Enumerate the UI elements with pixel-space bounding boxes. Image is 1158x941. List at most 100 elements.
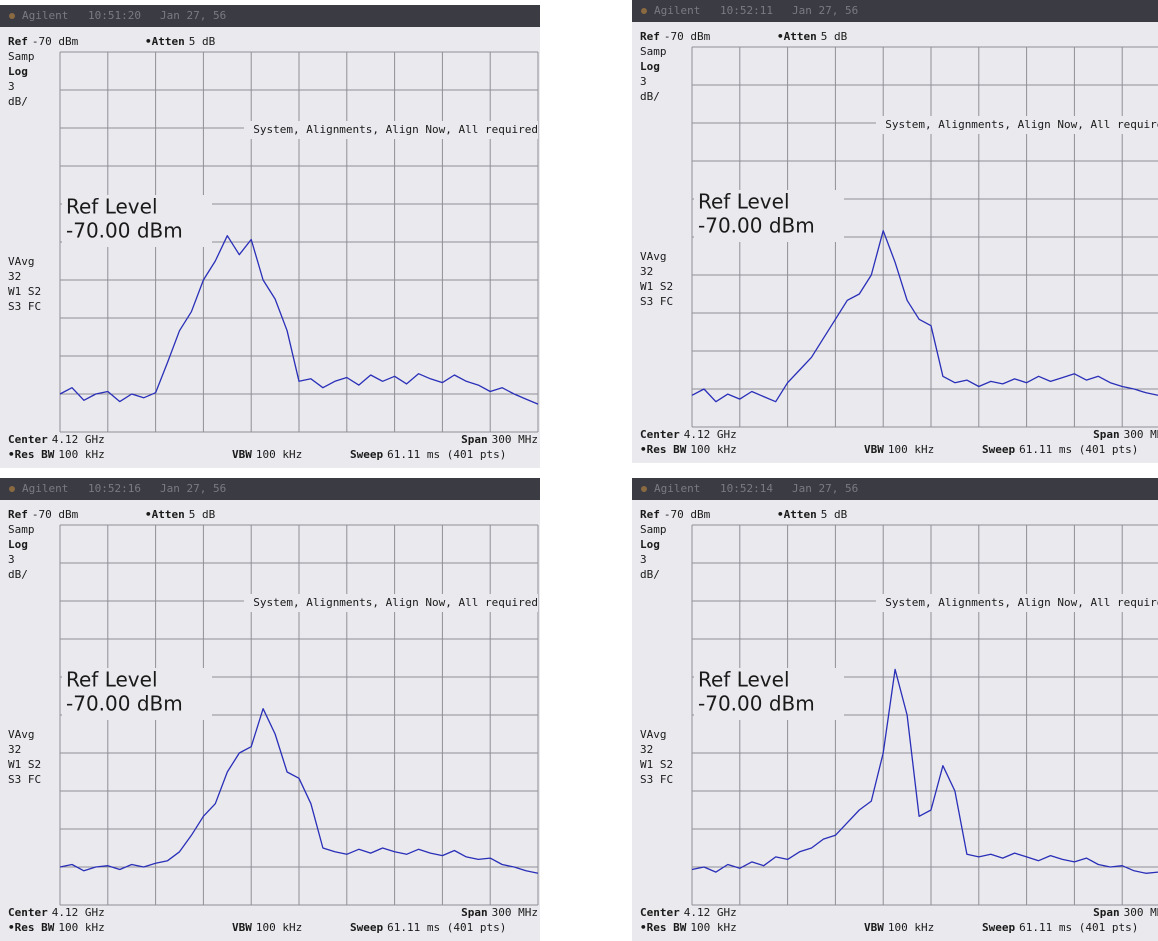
ref-label: Ref [640, 508, 660, 521]
header-bar [0, 478, 540, 500]
left-label: 3 [640, 75, 647, 88]
ref-level: Ref Level [66, 195, 158, 219]
center-label: Center [640, 428, 680, 441]
sweep: Sweep 61.11 ms (401 pts) [982, 921, 1138, 934]
ref-value: -70 dBm [32, 35, 79, 48]
header-bar [0, 5, 540, 27]
sweep-value: 61.11 ms (401 pts) [1019, 443, 1138, 456]
center-value: 4.12 GHz [52, 906, 105, 919]
ref: Ref-70 dBm [8, 508, 79, 521]
header-time: 10:51:20 [88, 9, 141, 22]
status-dot [9, 486, 15, 492]
span-value: 300 MHz [492, 906, 538, 919]
avg-label: S3 FC [8, 300, 41, 313]
center-label: Center [640, 906, 680, 919]
header-time: 10:52:11 [720, 4, 773, 17]
avg-label: W1 S2 [640, 280, 673, 293]
header-date: Jan 27, 56 [792, 4, 858, 17]
ref-level: -70.00 dBm [698, 692, 815, 716]
status-dot [641, 486, 647, 492]
left-label: Samp [8, 50, 35, 63]
atten-value: 5 dB [189, 35, 216, 48]
header-brand: Agilent [654, 482, 700, 495]
vbw-value: 100 kHz [256, 921, 302, 934]
header-date: Jan 27, 56 [160, 9, 226, 22]
atten: •Atten 5 dB [777, 508, 848, 521]
left-label: Log [640, 60, 660, 73]
res-bw-label: •Res BW [640, 921, 687, 934]
vbw: VBW 100 kHz [232, 921, 302, 934]
left-label: Samp [640, 45, 667, 58]
ref: Ref -70 dBm [640, 508, 711, 521]
message: System, Alignments, Align Now, All requi… [253, 596, 538, 609]
left-label: 3 [640, 553, 647, 566]
avg-label: S3 FC [640, 295, 673, 308]
res-bw-value: 100 kHz [690, 921, 736, 934]
left-label: dB/ [8, 95, 28, 108]
header-time: 10:52:16 [88, 482, 141, 495]
center-value: 4.12 GHz [52, 433, 105, 446]
analyzer-screen: Agilent10:51:20Jan 27, 56Ref-70 dBm•Atte… [0, 5, 540, 468]
avg-label: S3 FC [8, 773, 41, 786]
ref-label: Ref [640, 30, 660, 43]
sweep-value: 61.11 ms (401 pts) [387, 921, 506, 934]
ref: Ref-70 dBm [8, 35, 79, 48]
ref-level: -70.00 dBm [66, 219, 183, 243]
span-value: 300 MHz [1124, 428, 1158, 441]
ref: Ref-70 dBm [640, 30, 711, 43]
span: Span300 MHz [461, 433, 538, 446]
ref-level: Ref Level [698, 668, 790, 692]
sweep: Sweep 61.11 ms (401 pts) [982, 443, 1138, 456]
header-brand: Agilent [22, 482, 68, 495]
ref-label: Ref [8, 508, 28, 521]
vbw-value: 100 kHz [888, 921, 934, 934]
res-bw-label: •Res BW [8, 921, 55, 934]
status-dot [641, 8, 647, 14]
atten: •Atten 5 dB [145, 35, 216, 48]
sweep-value: 61.11 ms (401 pts) [1019, 921, 1138, 934]
sweep-label: Sweep [982, 921, 1015, 934]
avg-label: 32 [640, 265, 653, 278]
avg-label: VAvg [640, 728, 667, 741]
vbw-label: VBW [232, 448, 252, 461]
center-value: 4.12 GHz [684, 906, 737, 919]
span-value: 300 MHz [492, 433, 538, 446]
ref-level: Ref Level [698, 190, 790, 214]
res-bw-value: 100 kHz [58, 448, 104, 461]
avg-label: W1 S2 [8, 285, 41, 298]
sweep-label: Sweep [982, 443, 1015, 456]
span-label: Span [461, 906, 488, 919]
sweep-label: Sweep [350, 448, 383, 461]
avg-label: 32 [640, 743, 653, 756]
atten-value: 5 dB [821, 508, 848, 521]
ref-value: -70 dBm [664, 508, 711, 521]
span-label: Span [1093, 428, 1120, 441]
atten-label: •Atten [145, 35, 185, 48]
vbw-label: VBW [232, 921, 252, 934]
left-label: Log [8, 538, 28, 551]
header-bar [632, 0, 1158, 22]
analyzer-screen: Agilent10:52:14Jan 27, 56Ref-70 dBm•Atte… [632, 478, 1158, 941]
message: System, Alignments, Align Now, All requi… [885, 118, 1158, 131]
center-label: Center [8, 433, 48, 446]
left-label: 3 [8, 80, 15, 93]
span-value: 300 MHz [1124, 906, 1158, 919]
left-label: Log [8, 65, 28, 78]
sweep: Sweep 61.11 ms (401 pts) [350, 448, 506, 461]
center-value: 4.12 GHz [684, 428, 737, 441]
status-dot [9, 13, 15, 19]
vbw: VBW100 kHz [864, 443, 934, 456]
avg-label: W1 S2 [8, 758, 41, 771]
screenshot: Agilent 10:51:20 Jan 27, 56 Ref -70 dBm •Atte… [0, 0, 1158, 941]
res-bw-value: 100 kHz [58, 921, 104, 934]
sweep-value: 61.11 ms (401 pts) [387, 448, 506, 461]
atten: •Atten5 dB [145, 508, 216, 521]
atten-label: •Atten [777, 508, 817, 521]
message: System, Alignments, Align Now, All requi… [885, 596, 1158, 609]
center: Center 4.12 GHz [8, 433, 105, 446]
left-label: dB/ [640, 568, 660, 581]
